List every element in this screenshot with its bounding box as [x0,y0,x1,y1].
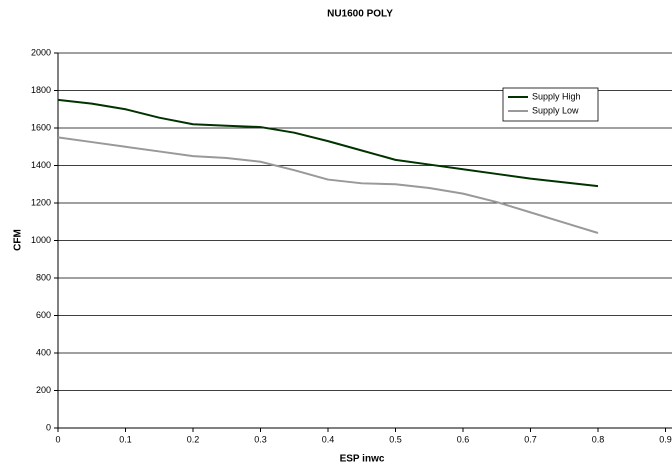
y-axis-label: CFM [13,229,24,251]
y-tick-label: 800 [36,272,51,282]
series-line [57,98,599,188]
x-tick-label: 0.3 [254,434,267,444]
legend-box [502,87,599,122]
x-tick-label: 0.7 [524,434,537,444]
y-tick-label: 1400 [31,160,51,170]
x-tick-label: 0.5 [389,434,402,444]
x-tick-label: 0.8 [592,434,605,444]
y-tick-label: 1600 [31,122,51,132]
x-tick-label: 0.9 [659,434,672,444]
legend-label: Supply High [532,91,581,101]
x-tick-label: 0.4 [322,434,335,444]
y-tick-label: 1200 [31,197,51,207]
y-tick-label: 1000 [31,235,51,245]
x-tick-label: 0.6 [457,434,470,444]
x-tick-label: 0.1 [119,434,132,444]
y-tick-label: 0 [46,422,51,432]
series-line [57,136,599,234]
chart-title: NU1600 POLY [327,9,393,20]
y-tick-label: 1800 [31,85,51,95]
x-axis-label: ESP inwc [340,454,385,462]
y-tick-label: 200 [36,385,51,395]
y-tick-label: 600 [36,310,51,320]
legend-label: Supply Low [532,105,579,115]
x-tick-label: 0.2 [187,434,200,444]
y-tick-label: 400 [36,347,51,357]
x-tick-label: 0 [55,434,60,444]
y-tick-label: 2000 [31,47,51,57]
